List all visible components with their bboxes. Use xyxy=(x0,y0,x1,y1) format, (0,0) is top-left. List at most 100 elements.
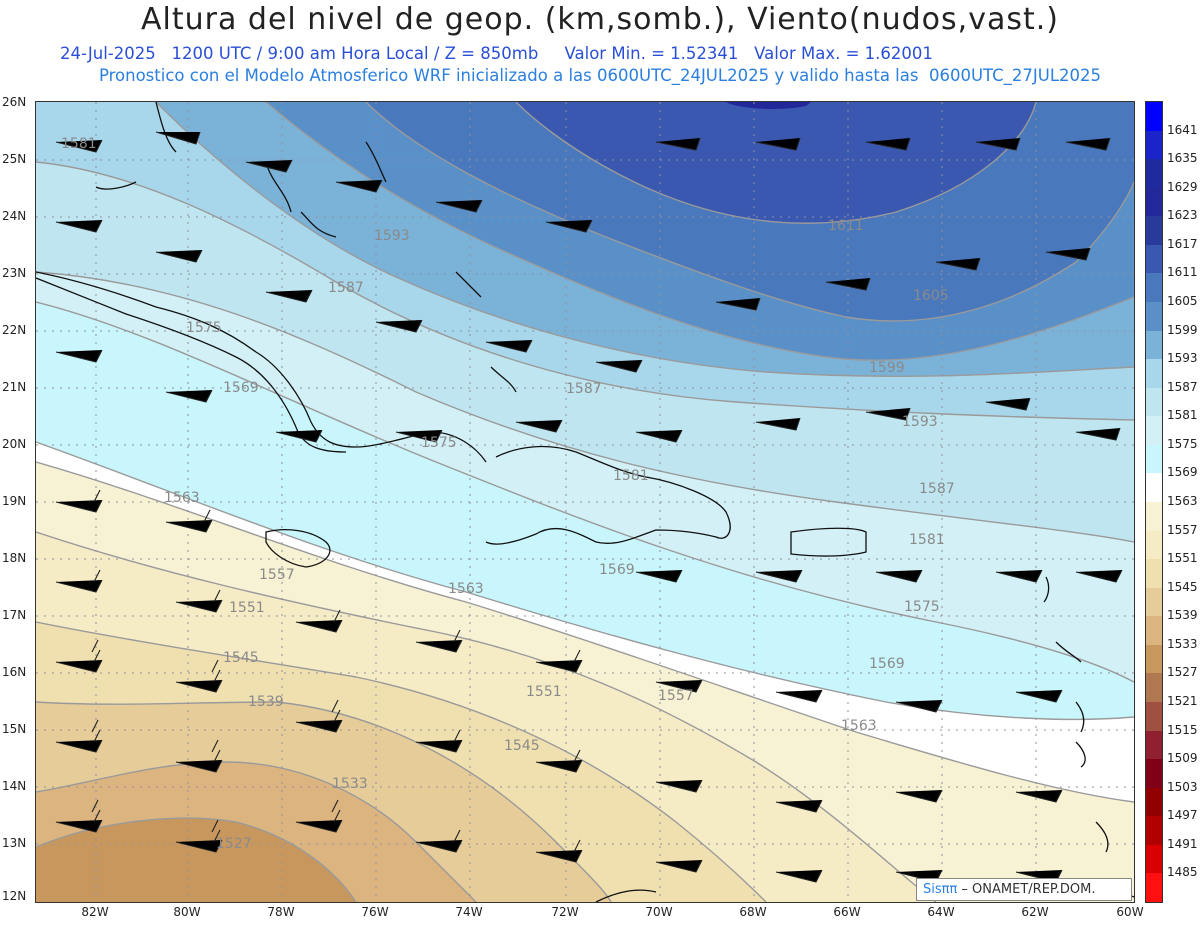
lon-label: 76W xyxy=(361,905,389,919)
lat-label: 26N xyxy=(2,95,27,109)
contour-label: 1587 xyxy=(328,280,364,296)
color-bar-label: 1641 xyxy=(1167,122,1198,137)
contour-label: 1575 xyxy=(904,599,940,615)
map-title: Altura del nivel de geop. (km,somb.), Vi… xyxy=(141,2,1059,37)
color-bar-segment xyxy=(1146,244,1162,274)
contour-label: 1581 xyxy=(61,136,97,152)
lon-label: 70W xyxy=(645,905,673,919)
color-bar-label: 1533 xyxy=(1167,636,1198,651)
color-bar-segment xyxy=(1146,502,1162,532)
contour-label: 1575 xyxy=(186,320,222,336)
color-bar-label: 1623 xyxy=(1167,208,1198,223)
color-bar-label: 1635 xyxy=(1167,151,1198,166)
contour-label: 1605 xyxy=(913,288,949,304)
color-bar-label: 1605 xyxy=(1167,294,1198,308)
color-bar-label: 1581 xyxy=(1167,408,1198,423)
color-bar-segment xyxy=(1146,102,1162,132)
lat-label: 20N xyxy=(2,437,27,451)
contour-label: 1569 xyxy=(223,380,259,396)
contour-label: 1563 xyxy=(448,581,484,597)
lat-label: 23N xyxy=(2,266,27,280)
color-bar-segment xyxy=(1146,473,1162,503)
model-info-line: Pronostico con el Modelo Atmosferico WRF… xyxy=(98,66,1102,85)
lon-label: 74W xyxy=(455,905,483,919)
color-bar-label: 1545 xyxy=(1167,579,1198,594)
color-bar-label: 1629 xyxy=(1167,179,1198,194)
color-bar-segment xyxy=(1146,159,1162,189)
contour-label: 1551 xyxy=(526,684,562,700)
color-bar-label: 1569 xyxy=(1167,465,1198,480)
color-bar-label: 1587 xyxy=(1167,379,1198,394)
lon-label: 66W xyxy=(833,905,861,919)
color-bar-segment xyxy=(1146,530,1162,560)
contour-label: 1545 xyxy=(223,650,259,666)
color-bar-segment xyxy=(1146,273,1162,303)
lon-label: 60W xyxy=(1116,905,1144,919)
color-bar-segment xyxy=(1146,787,1162,817)
band-1617 xyxy=(726,102,811,109)
credit-box: Sisππ – ONAMET/REP.DOM. xyxy=(916,878,1132,901)
contour-label: 1557 xyxy=(259,567,295,583)
contour-label: 1539 xyxy=(248,694,284,710)
contour-lines xyxy=(36,102,1134,902)
lat-label: 19N xyxy=(2,494,27,508)
contour-label: 1563 xyxy=(164,490,200,506)
contour-label: 1581 xyxy=(613,468,649,484)
contour-label: 1557 xyxy=(658,688,694,704)
lon-label: 64W xyxy=(927,905,955,919)
color-bar-segment xyxy=(1146,644,1162,674)
color-bar-label: 1515 xyxy=(1167,722,1198,737)
contour-label: 1587 xyxy=(566,381,602,397)
lat-label: 22N xyxy=(2,323,27,337)
color-bar-segment xyxy=(1146,216,1162,246)
lat-label: 14N xyxy=(2,779,27,793)
lat-label: 24N xyxy=(2,209,27,223)
lon-label: 68W xyxy=(739,905,767,919)
color-bar-segment xyxy=(1146,587,1162,617)
color-bar-label: 1599 xyxy=(1167,322,1198,337)
color-bar-label: 1563 xyxy=(1167,494,1198,508)
color-bar-segment xyxy=(1146,730,1162,760)
wind-barbs xyxy=(55,131,1123,883)
contour-label: 1545 xyxy=(504,738,540,754)
color-bar-label: 1617 xyxy=(1167,236,1198,251)
band-1527 xyxy=(36,818,356,902)
lat-label: 25N xyxy=(2,152,27,166)
color-bar-segment xyxy=(1146,702,1162,732)
lat-label: 12N xyxy=(2,889,27,903)
color-bar-label: 1485 xyxy=(1167,865,1198,880)
color-bar-label: 1539 xyxy=(1167,608,1198,623)
forecast-map[interactable]: 1581 1593 1587 1575 1569 1611 1605 1599 … xyxy=(35,101,1135,903)
contour-label: 1593 xyxy=(902,414,938,430)
color-bar-segment xyxy=(1146,759,1162,789)
lat-label: 15N xyxy=(2,722,27,736)
lat-label: 21N xyxy=(2,380,27,394)
color-bar-segment xyxy=(1146,844,1162,874)
color-bar-segment xyxy=(1146,187,1162,217)
color-bar-segment xyxy=(1146,130,1162,160)
color-bar-segment xyxy=(1146,673,1162,703)
color-bar-label: 1509 xyxy=(1167,751,1198,766)
contour-label: 1575 xyxy=(421,435,457,451)
lat-label: 16N xyxy=(2,665,27,679)
lon-label: 72W xyxy=(551,905,579,919)
lon-label: 82W xyxy=(81,905,109,919)
color-bar-label: 1557 xyxy=(1167,522,1198,537)
forecast-time-line: 24-Jul-2025 1200 UTC / 9:00 am Hora Loca… xyxy=(60,44,933,63)
lat-label: 18N xyxy=(2,551,27,565)
color-bar-label: 1575 xyxy=(1167,436,1198,451)
contour-label: 1563 xyxy=(841,718,877,734)
color-bar-label: 1527 xyxy=(1167,665,1198,680)
color-bar-segment xyxy=(1146,330,1162,360)
color-bar-segment xyxy=(1146,873,1162,903)
lon-label: 80W xyxy=(173,905,201,919)
color-bar-segment xyxy=(1146,416,1162,446)
color-bar-segment xyxy=(1146,444,1162,474)
lon-label: 78W xyxy=(267,905,295,919)
color-bar-label: 1503 xyxy=(1167,779,1198,794)
band-1611 xyxy=(516,102,1036,224)
contour-label: 1533 xyxy=(332,776,368,792)
color-bar xyxy=(1145,101,1163,903)
contour-label: 1611 xyxy=(828,218,864,234)
map-svg: 1581 1593 1587 1575 1569 1611 1605 1599 … xyxy=(36,102,1134,902)
